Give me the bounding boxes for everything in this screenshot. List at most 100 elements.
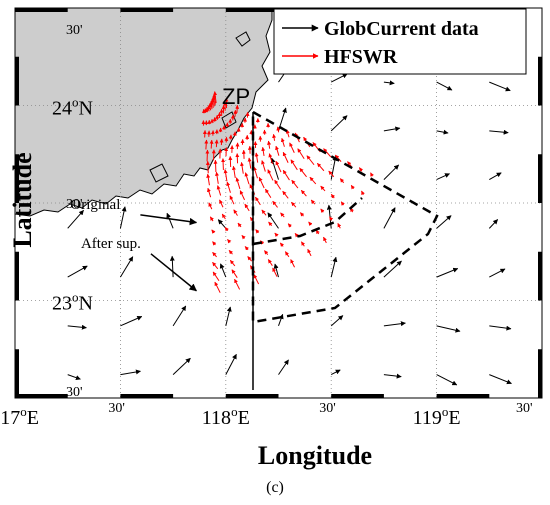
globcurrent-vector (489, 374, 512, 385)
globcurrent-vector (219, 263, 227, 278)
hfswr-vector (212, 251, 217, 258)
hfswr-vector (294, 232, 299, 238)
latitude-minute-label: 30' (66, 23, 83, 38)
hfswr-vector (308, 221, 313, 227)
hfswr-vector (255, 229, 260, 234)
latitude-minute-label: 30' (66, 197, 83, 212)
globcurrent-vector (436, 173, 450, 181)
hfswr-vector (289, 142, 295, 153)
hfswr-vector (258, 177, 265, 189)
hfswr-vector (231, 165, 236, 179)
hfswr-vector (228, 250, 233, 255)
globcurrent-vector (225, 306, 232, 326)
globcurrent-vector (169, 255, 175, 278)
longitude-minute-label: 30' (319, 401, 336, 416)
hfswr-vector (204, 139, 209, 150)
hfswr-vector (216, 185, 222, 196)
hfswr-vector (339, 178, 345, 184)
hfswr-vector (264, 188, 272, 198)
hfswr-vector (340, 201, 345, 206)
frame-segment (15, 349, 19, 398)
hfswr-vector (330, 194, 336, 199)
hfswr-vector (272, 267, 278, 277)
hfswr-vector (253, 166, 258, 179)
hfswr-vector (320, 208, 325, 213)
hfswr-vector (282, 169, 290, 181)
hfswr-vector (207, 187, 212, 198)
globcurrent-vector (67, 265, 88, 278)
hfswr-vector (244, 203, 250, 212)
hfswr-vector (275, 145, 280, 156)
hfswr-vector (253, 274, 260, 285)
hfswr-vector (209, 139, 214, 149)
globcurrent-vector (383, 207, 396, 229)
hfswr-vector (212, 271, 220, 282)
coverage-outline-after-suppression (252, 197, 363, 246)
hfswr-vector (234, 278, 241, 290)
hfswr-vector (337, 222, 342, 229)
globcurrent-vector (383, 321, 406, 327)
globcurrent-vector (383, 373, 402, 379)
frame-segment (538, 154, 542, 203)
hfswr-vector (268, 153, 273, 165)
globcurrent-vector (330, 155, 338, 180)
globcurrent-vector (488, 219, 499, 229)
globcurrent-vector (166, 212, 174, 229)
globcurrent-vector (120, 316, 143, 327)
hfswr-vector (237, 222, 242, 228)
annotation-after-sup: After sup. (81, 236, 141, 252)
globcurrent-vector (267, 212, 279, 229)
hfswr-vector (209, 216, 214, 222)
hfswr-vector (267, 169, 274, 181)
longitude-tick-label: 118oE (202, 404, 250, 429)
frame-segment (15, 394, 68, 398)
hfswr-vector (219, 199, 224, 208)
radar-coverage-outlines (251, 109, 439, 390)
globcurrent-vector (330, 73, 348, 83)
annotation-arrow-after-sup (150, 253, 197, 292)
hfswr-vector (276, 126, 281, 133)
frame-segment (15, 154, 19, 203)
hfswr-vector (334, 154, 342, 162)
globcurrent-vector (119, 256, 134, 278)
hfswr-vector (211, 95, 216, 107)
hfswr-vector (291, 179, 299, 189)
hfswr-vector (254, 152, 259, 163)
globcurrent-vector (330, 315, 344, 327)
frame-segment (436, 394, 490, 398)
globcurrent-vector (383, 80, 395, 86)
frame-segment (225, 8, 279, 12)
legend-label-globcurrent: GlobCurrent data (324, 18, 479, 40)
hfswr-vector (306, 155, 315, 166)
frame-segment (15, 8, 68, 12)
minute-tick-labels: 30' 30' 30' 30' 30' 30' (66, 23, 533, 416)
globcurrent-vector (67, 209, 84, 229)
hfswr-vector (272, 200, 278, 208)
hfswr-vector (214, 139, 219, 148)
hfswr-vector (290, 159, 298, 171)
globcurrent-vector (436, 215, 452, 229)
hfswr-vector (212, 93, 217, 105)
hfswr-vectors (201, 91, 374, 293)
hfswr-vector (279, 242, 285, 247)
hfswr-vector (291, 201, 297, 208)
hfswr-vector (205, 160, 210, 174)
longitude-minute-label: 30' (516, 401, 533, 416)
hfswr-vector (229, 259, 236, 267)
frame-segment (120, 394, 174, 398)
hfswr-vector (213, 91, 218, 104)
longitude-tick-label: 117oE (0, 404, 39, 429)
hfswr-vector (208, 202, 213, 210)
hfswr-vector (300, 241, 306, 247)
annotations: Original After sup. (70, 197, 198, 292)
hfswr-vector (206, 105, 211, 112)
hfswr-vector (224, 227, 229, 232)
hfswr-vector (323, 236, 327, 244)
hfswr-vector (285, 129, 290, 138)
hfswr-vector (239, 190, 246, 201)
hfswr-vector (221, 213, 226, 220)
hfswr-vector (272, 133, 277, 141)
hfswr-vector (203, 108, 208, 113)
annotation-original: Original (70, 197, 120, 213)
globcurrent-vector (383, 126, 401, 132)
